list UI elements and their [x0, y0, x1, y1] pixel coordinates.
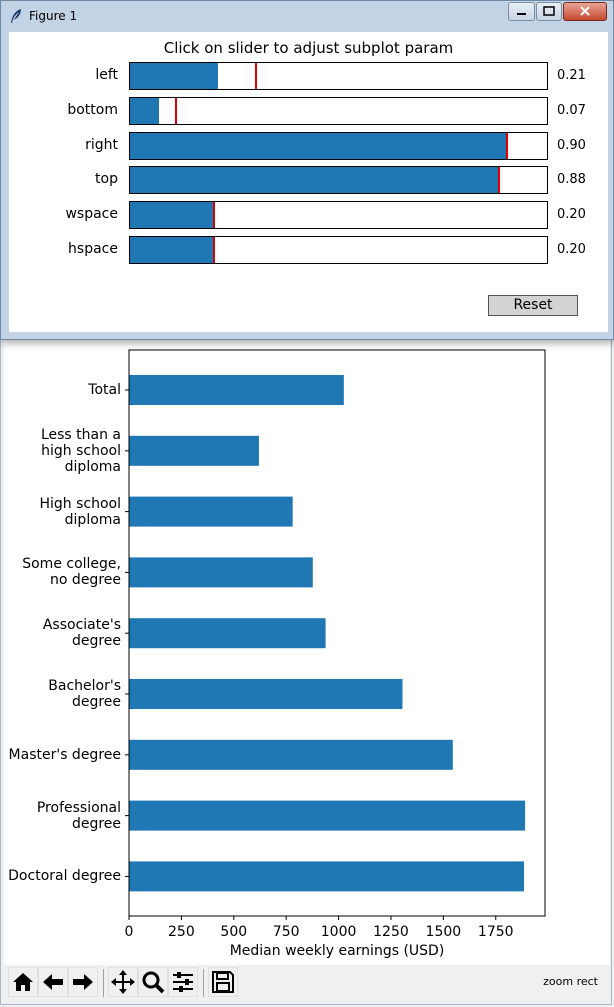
close-icon [580, 6, 590, 16]
slider-value-wspace: 0.20 [557, 207, 586, 223]
x-tick-label-1: 250 [168, 924, 195, 940]
x-tick-label-3: 750 [273, 924, 300, 940]
y-tick-label-7: Professional degree [36, 799, 121, 832]
slider-top[interactable] [129, 166, 548, 195]
x-tick-label-7: 1750 [478, 924, 514, 940]
slider-value-top: 0.88 [557, 172, 586, 188]
slider-label-top: top [95, 171, 118, 188]
subplots-icon [173, 972, 193, 992]
forward-icon [73, 974, 93, 990]
bar-7 [129, 800, 526, 831]
slider-value-right: 0.90 [557, 137, 586, 153]
save-icon [212, 971, 234, 993]
slider-fill-bottom [130, 97, 160, 124]
window-title: Figure 1 [29, 9, 78, 23]
zoom-button[interactable] [138, 967, 168, 997]
slider-label-bottom: bottom [67, 101, 118, 118]
subplot-tool-heading: Click on slider to adjust subplot param [163, 39, 454, 57]
toolbar-status: zoom rect [543, 975, 598, 988]
minimize-icon [517, 13, 526, 15]
x-tick-label-4: 1000 [321, 924, 357, 940]
slider-initial-marker-right [506, 132, 509, 159]
slider-fill-wspace [130, 202, 214, 229]
bar-1 [129, 435, 259, 466]
bar-6 [129, 739, 453, 770]
x-tick-label-2: 500 [220, 924, 247, 940]
y-tick-label-5: Bachelor's degree [48, 678, 121, 710]
slider-initial-marker-top [497, 167, 500, 194]
slider-fill-left [130, 63, 218, 89]
chart-svg: 0 250 500 750 1000 1250 1500 1750 Median weekly … [125, 349, 546, 959]
maximize-icon [543, 6, 555, 16]
close-button[interactable] [563, 2, 607, 21]
slider-value-left: 0.21 [557, 68, 586, 83]
slider-label-right: right [85, 136, 118, 153]
slider-left[interactable] [129, 62, 548, 90]
slider-label-hspace: hspace [68, 241, 118, 257]
save-button[interactable] [208, 967, 238, 997]
y-tick-label-0: Total [88, 382, 121, 398]
slider-initial-marker-wspace [212, 202, 215, 229]
slider-initial-marker-bottom [175, 97, 178, 124]
maximize-button[interactable] [536, 2, 562, 21]
slider-label-wspace: wspace [65, 206, 118, 223]
back-icon [43, 974, 63, 990]
feather-icon [11, 9, 21, 23]
y-tick-label-8: Doctoral degree [8, 868, 121, 885]
slider-fill-top [130, 167, 499, 194]
bar-2 [129, 496, 293, 527]
slider-value-bottom: 0.07 [557, 102, 586, 118]
slider-value-hspace: 0.20 [557, 242, 586, 257]
y-tick-label-4: Associate's degree [42, 617, 121, 650]
title-bar[interactable]: Figure 1 [1, 1, 613, 31]
subplots-button[interactable] [168, 967, 198, 997]
bar-chart: Total Less than a high school diploma High… [4, 335, 610, 965]
x-tick-label-5: 1250 [373, 924, 409, 940]
bar-5 [129, 679, 403, 709]
back-button[interactable] [38, 967, 68, 997]
bar-3 [129, 557, 313, 588]
minimize-button[interactable] [508, 2, 535, 21]
slider-hspace[interactable] [129, 236, 548, 264]
reset-button[interactable]: Reset [488, 295, 578, 316]
y-tick-label-1: Less than a high school diploma [40, 426, 121, 475]
navigation-toolbar: zoom rect [4, 965, 610, 1003]
x-tick-label-0: 0 [125, 924, 134, 940]
home-button[interactable] [8, 967, 38, 997]
zoom-icon [142, 971, 165, 994]
pan-button[interactable] [108, 967, 138, 997]
figure-canvas[interactable]: Total Less than a high school diploma High… [4, 335, 610, 965]
home-icon [13, 973, 33, 991]
slider-wspace[interactable] [129, 201, 548, 230]
subplot-tool-canvas: Click on slider to adjust subplot param … [9, 32, 608, 332]
slider-initial-marker-hspace [212, 237, 215, 263]
y-tick-label-6: Master's degree [8, 746, 121, 763]
slider-bottom[interactable] [129, 96, 548, 125]
pan-icon [111, 970, 135, 994]
slider-fill-hspace [130, 237, 214, 263]
subplot-tool-window: Figure 1 Click on slider to adjust subpl… [0, 0, 614, 340]
y-tick-label-3: Some college, no degree [22, 556, 121, 589]
x-tick-label-6: 1500 [426, 924, 462, 940]
axes-frame [128, 349, 546, 917]
slider-fill-right [130, 132, 508, 159]
forward-button[interactable] [68, 967, 98, 997]
bar-4 [129, 618, 326, 649]
bar-8 [129, 861, 525, 892]
bar-0 [129, 375, 344, 405]
slider-label-left: left [95, 67, 118, 83]
y-tick-label-2: High school diploma [39, 495, 121, 528]
slider-right[interactable] [129, 131, 548, 160]
slider-initial-marker-left [254, 63, 257, 89]
x-axis-label: Median weekly earnings (USD) [230, 943, 445, 959]
